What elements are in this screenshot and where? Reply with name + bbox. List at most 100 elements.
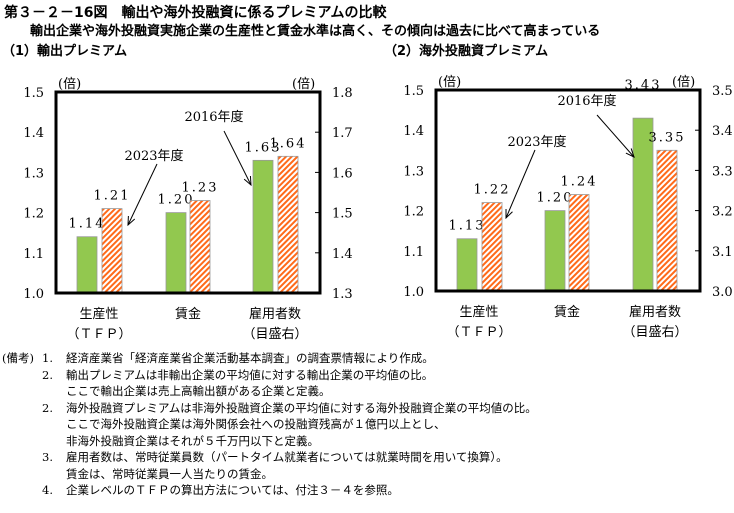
- data-label: 1.14: [69, 217, 106, 232]
- note-row: 賃金は、常時従業員一人当たりの賃金。: [2, 466, 537, 483]
- note-number: 1.: [42, 351, 53, 365]
- note-text: ここで海外投融資企業は海外関係会社への投融資残高が１億円以上とし、: [66, 417, 446, 431]
- right-tick-label: 3.0: [712, 285, 733, 300]
- right-tick-label: 1.4: [332, 247, 353, 262]
- left-tick-label: 1.3: [23, 166, 44, 181]
- data-label: 1.24: [561, 175, 598, 190]
- bar-2016年度: [544, 210, 566, 292]
- bar-2023年度: [568, 194, 590, 292]
- category-sublabel: （目盛右）: [242, 327, 307, 342]
- panel-2-title: （2）海外投融資プレミアム: [384, 44, 549, 59]
- right-axis-unit: (倍): [672, 75, 695, 90]
- series-annotation: 2016年度: [184, 109, 243, 125]
- note-text: ここで輸出企業は売上高輸出額がある企業と定義。: [66, 384, 331, 398]
- annotation-arrow: [223, 130, 252, 186]
- notes-label: [2, 416, 42, 433]
- bar-2016年度: [76, 236, 98, 294]
- note-number: 2.: [42, 400, 53, 415]
- bar-2016年度: [456, 238, 478, 292]
- right-tick-label: 3.1: [712, 245, 733, 260]
- left-tick-label: 1.3: [403, 164, 424, 179]
- note-number: [42, 416, 66, 433]
- left-tick-label: 1.4: [403, 124, 424, 139]
- left-tick-label: 1.5: [23, 86, 44, 101]
- note-row: ここで輸出企業は売上高輸出額がある企業と定義。: [2, 383, 537, 400]
- notes-label: [2, 383, 42, 400]
- category-label: 賃金: [175, 306, 201, 322]
- data-label: 1.21: [94, 189, 131, 204]
- left-axis-unit: (倍): [58, 77, 81, 92]
- annotation-arrow: [505, 149, 536, 219]
- plot-frame: [434, 88, 702, 293]
- bar-2023年度: [277, 155, 299, 294]
- arrow-head: [127, 215, 136, 227]
- note-number: [42, 466, 66, 483]
- right-tick-label: 3.3: [712, 164, 733, 179]
- panel-1-title: （1）輸出プレミアム: [2, 44, 128, 59]
- data-label: 1.22: [474, 183, 511, 198]
- left-tick-label: 1.0: [23, 287, 44, 302]
- series-annotation: 2023年度: [507, 134, 566, 150]
- notes-label: [2, 400, 42, 417]
- note-row: ここで海外投融資企業は海外関係会社への投融資残高が１億円以上とし、: [2, 416, 537, 433]
- note-number: [42, 383, 66, 400]
- bar-2023年度: [656, 149, 678, 292]
- bar-2016年度: [252, 159, 274, 294]
- left-tick-label: 1.2: [403, 205, 424, 220]
- series-annotation: 2016年度: [557, 93, 616, 109]
- right-axis-unit: (倍): [292, 77, 315, 92]
- category-label: 雇用者数: [249, 306, 301, 322]
- right-tick-label: 1.5: [332, 207, 353, 222]
- right-tick-label: 3.5: [712, 84, 733, 99]
- left-tick-label: 1.2: [23, 207, 44, 222]
- data-label: 1.23: [182, 181, 219, 196]
- left-axis-unit: (倍): [438, 75, 461, 90]
- data-label: 1.20: [158, 193, 195, 208]
- data-label: 1.63: [245, 140, 282, 155]
- right-tick-label: 1.6: [332, 166, 353, 181]
- left-tick-label: 1.0: [403, 285, 424, 300]
- note-text: 非海外投融資企業はそれが５千万円以下と定義。: [66, 433, 319, 448]
- note-number: [42, 433, 66, 450]
- right-tick-label: 1.3: [332, 287, 353, 302]
- note-row: (備考) 1. 経済産業省「経済産業省企業活動基本調査」の調査票情報により作成。: [2, 350, 537, 367]
- data-label: 1.20: [537, 191, 574, 206]
- arrow-head: [505, 208, 513, 220]
- note-text: 輸出プレミアムは非輸出企業の平均値に対する輸出企業の平均値の比。: [66, 367, 434, 382]
- arrow-head: [625, 148, 635, 158]
- bar-2023年度: [101, 208, 123, 294]
- figure-subtitle: 輸出企業や海外投融資実施企業の生産性と賃金水準は高く、その傾向は過去に比べて高ま…: [30, 24, 601, 39]
- annotation-arrow: [127, 163, 158, 226]
- category-sublabel: （ＴＦＰ）: [66, 327, 131, 342]
- note-text: 経済産業省「経済産業省企業活動基本調査」の調査票情報により作成。: [66, 351, 434, 365]
- bar-2023年度: [189, 200, 211, 294]
- notes-label: [2, 449, 42, 466]
- right-tick-label: 1.8: [332, 86, 353, 101]
- data-label: 1.13: [449, 219, 486, 234]
- left-tick-label: 1.1: [403, 245, 424, 260]
- bar-2023年度: [481, 202, 503, 292]
- note-row: 2. 海外投融資プレミアムは非海外投融資企業の平均値に対する海外投融資企業の平均値…: [2, 400, 537, 417]
- annotation-arrow: [596, 114, 635, 158]
- charts: 1.0 1.3 1.1 1.4 1.2 1.5 1.3 1.6 1.4 1.7 1.5 1.8 (倍) (…: [23, 75, 733, 342]
- note-row: 非海外投融資企業はそれが５千万円以下と定義。: [2, 433, 537, 450]
- category-label: 賃金: [554, 304, 580, 320]
- category-sublabel: （目盛右）: [622, 325, 687, 340]
- note-text: 賃金は、常時従業員一人当たりの賃金。: [66, 466, 273, 481]
- note-number: 3.: [42, 450, 53, 464]
- arrow-head: [243, 175, 252, 187]
- left-tick-label: 1.4: [23, 126, 44, 141]
- series-annotation: 2023年度: [124, 148, 183, 164]
- note-number: 4.: [42, 483, 53, 497]
- note-number: 2.: [42, 367, 53, 382]
- left-tick-label: 1.1: [23, 247, 44, 262]
- notes: (備考) 1. 経済産業省「経済産業省企業活動基本調査」の調査票情報により作成。 2.…: [2, 350, 537, 499]
- notes-label: [2, 482, 42, 499]
- note-row: 2. 輸出プレミアムは非輸出企業の平均値に対する輸出企業の平均値の比。: [2, 367, 537, 384]
- data-label: 3.35: [649, 130, 686, 145]
- category-sublabel: （ＴＦＰ）: [446, 325, 511, 340]
- figure-title: 第３－２－16図 輸出や海外投融資に係るプレミアムの比較: [4, 5, 387, 21]
- note-text: 雇用者数は、常時従業員数（パートタイム就業者については就業時間を用いて換算）。: [66, 450, 508, 464]
- bar-2016年度: [165, 212, 187, 294]
